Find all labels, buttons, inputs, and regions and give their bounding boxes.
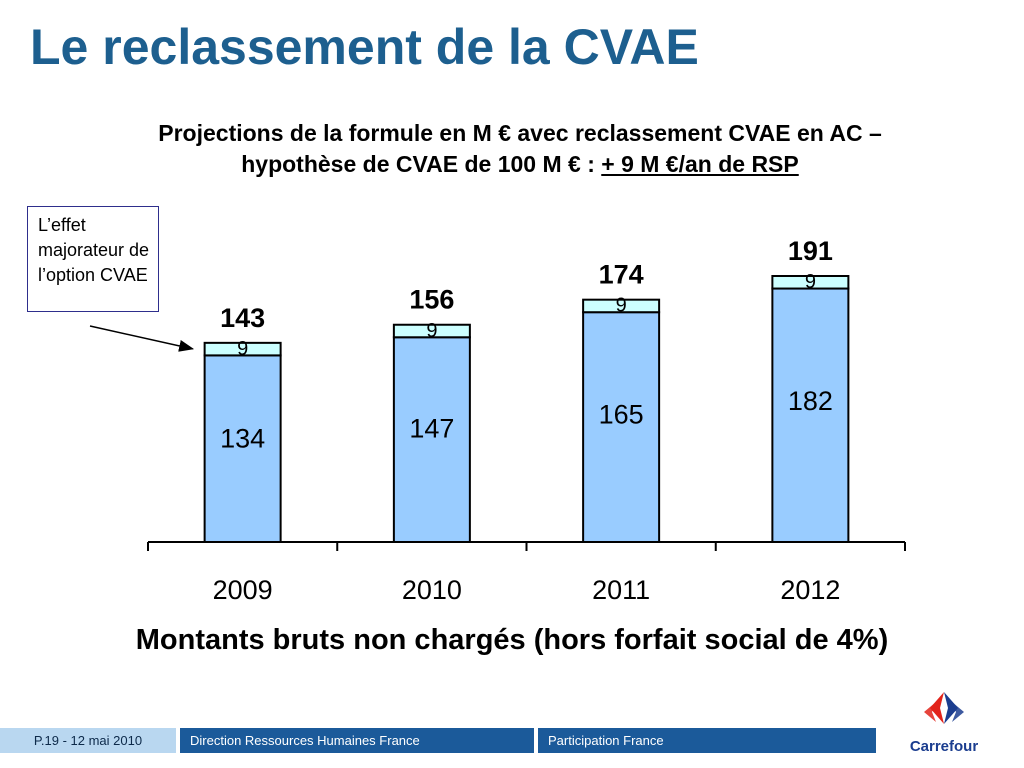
- data-label-base-2011: 165: [599, 399, 644, 429]
- data-label-top-2011: 9: [616, 295, 627, 317]
- chart-subtitle: Projections de la formule en M € avec re…: [60, 118, 980, 180]
- data-label-total-2010: 156: [409, 285, 454, 315]
- x-tick-label-2011: 2011: [592, 575, 650, 605]
- data-label-total-2012: 191: [788, 236, 833, 266]
- carrefour-logo: Carrefour: [900, 688, 988, 758]
- x-tick-label-2009: 2009: [213, 575, 273, 605]
- bar-top-2010: [392, 323, 471, 339]
- footer-bar: P.19 - 12 mai 2010 Direction Ressources …: [0, 728, 878, 753]
- footer-section: Participation France: [538, 728, 876, 753]
- data-label-total-2009: 143: [220, 303, 265, 333]
- page-title: Le reclassement de la CVAE: [30, 19, 699, 75]
- callout-box: L’effet majorateur de l’option CVAE: [27, 206, 159, 312]
- bar-top-2012: [771, 275, 850, 290]
- bar-top-2009: [203, 341, 282, 357]
- subtitle-line2: hypothèse de CVAE de 100 M € :: [241, 151, 602, 177]
- footer-page-info: P.19 - 12 mai 2010: [0, 728, 176, 753]
- data-label-total-2011: 174: [599, 260, 644, 290]
- bar-base-2011: [582, 311, 661, 543]
- carrefour-logo-icon: [924, 692, 964, 724]
- subtitle-highlight: + 9 M €/an de RSP: [601, 151, 799, 177]
- data-label-base-2009: 134: [220, 423, 265, 453]
- chart-caption: Montants bruts non chargés (hors forfait…: [135, 624, 889, 656]
- data-label-base-2012: 182: [788, 386, 833, 416]
- bar-base-2012: [771, 287, 850, 543]
- stacked-bar-chart: 134 9 143 2009 147 9 156 2010 165 9 174 2011 182 9 191…: [89, 236, 906, 605]
- x-tick-label-2010: 2010: [402, 575, 462, 605]
- subtitle-line1: Projections de la formule en M € avec re…: [158, 120, 882, 146]
- bar-base-2010: [392, 336, 471, 544]
- footer-department: Direction Ressources Humaines France: [180, 728, 534, 753]
- data-label-base-2010: 147: [409, 413, 454, 443]
- bar-base-2009: [203, 354, 282, 543]
- data-label-top-2010: 9: [426, 320, 437, 342]
- data-label-top-2012: 9: [805, 271, 816, 293]
- logo-text: Carrefour: [909, 738, 979, 755]
- data-label-top-2009: 9: [237, 338, 248, 360]
- x-tick-label-2012: 2012: [780, 575, 840, 605]
- callout-arrow: [89, 325, 195, 352]
- bar-top-2011: [582, 298, 661, 314]
